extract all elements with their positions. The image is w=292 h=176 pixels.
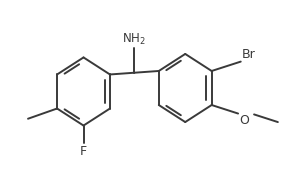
- Text: NH$_2$: NH$_2$: [122, 32, 146, 46]
- Text: F: F: [80, 145, 87, 158]
- Text: O: O: [239, 114, 249, 127]
- Text: Br: Br: [242, 48, 256, 61]
